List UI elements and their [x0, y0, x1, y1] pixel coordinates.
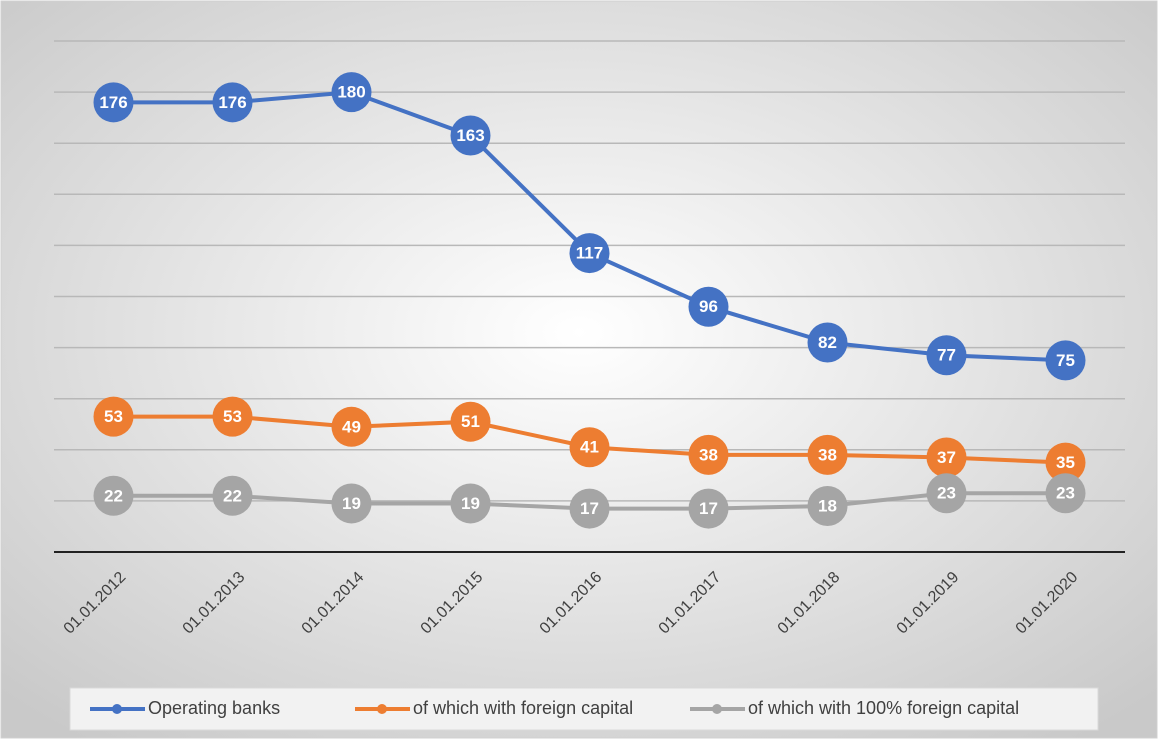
data-label: 38 [818, 445, 837, 464]
marker [450, 483, 491, 524]
data-label: 51 [461, 412, 480, 431]
marker [688, 286, 729, 327]
marker [569, 488, 610, 529]
data-label: 17 [699, 499, 718, 518]
legend-marker [377, 704, 387, 714]
data-label: 176 [218, 93, 246, 112]
data-label: 77 [937, 346, 956, 365]
data-label: 19 [461, 494, 480, 513]
marker [331, 72, 372, 113]
legend-label: of which with 100% foreign capital [748, 698, 1019, 718]
data-label: 41 [580, 438, 599, 457]
data-label: 37 [937, 448, 956, 467]
marker [331, 406, 372, 447]
marker [450, 401, 491, 442]
marker [93, 82, 134, 123]
data-label: 22 [223, 486, 242, 505]
legend-box [69, 687, 1099, 731]
data-label: 53 [104, 407, 123, 426]
marker [926, 473, 967, 514]
legend-label: Operating banks [148, 698, 280, 718]
marker [212, 82, 253, 123]
marker [1045, 473, 1086, 514]
data-label: 75 [1056, 351, 1075, 370]
data-label: 117 [576, 244, 603, 263]
data-label: 82 [818, 333, 837, 352]
marker [93, 396, 134, 437]
data-label: 18 [818, 496, 837, 515]
data-label: 23 [937, 484, 956, 503]
data-label: 23 [1056, 484, 1075, 503]
marker [807, 434, 848, 475]
data-label: 53 [223, 407, 242, 426]
legend-marker [712, 704, 722, 714]
marker [569, 427, 610, 468]
marker [1045, 442, 1086, 483]
marker [688, 488, 729, 529]
data-label: 17 [580, 499, 599, 518]
marker [807, 486, 848, 527]
marker [807, 322, 848, 363]
data-label: 38 [699, 445, 718, 464]
marker [1045, 340, 1086, 381]
marker [212, 396, 253, 437]
data-label: 176 [99, 93, 127, 112]
marker [212, 475, 253, 516]
data-label: 35 [1056, 453, 1075, 472]
marker [93, 475, 134, 516]
data-label: 96 [699, 297, 718, 316]
data-label: 19 [342, 494, 361, 513]
marker [926, 335, 967, 376]
data-label: 22 [104, 486, 123, 505]
marker [688, 434, 729, 475]
data-label: 49 [342, 417, 361, 436]
marker [926, 437, 967, 478]
marker [331, 483, 372, 524]
legend-marker [112, 704, 122, 714]
marker [450, 115, 491, 156]
legend-label: of which with foreign capital [413, 698, 633, 718]
marker [569, 233, 610, 274]
data-label: 163 [456, 126, 484, 145]
data-label: 180 [337, 83, 365, 102]
